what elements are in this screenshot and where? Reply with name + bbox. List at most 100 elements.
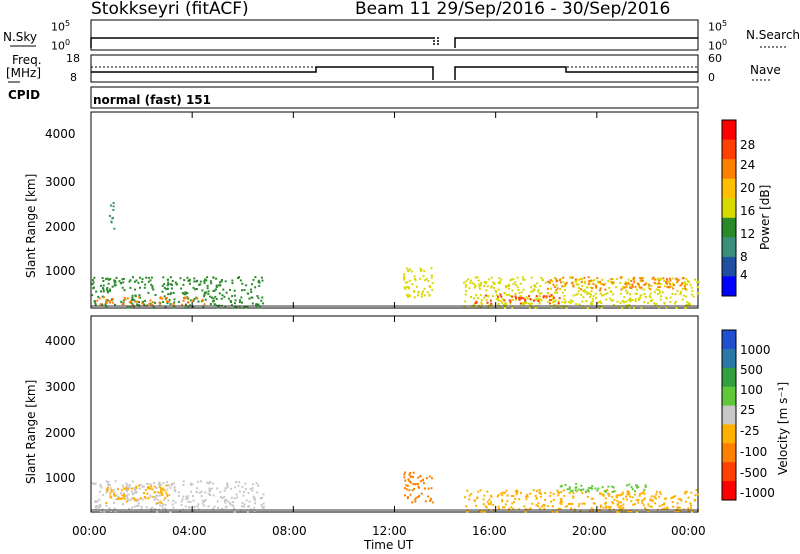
velocity-cell <box>133 505 136 508</box>
velocity-cell <box>109 492 112 495</box>
power-cell <box>415 285 418 288</box>
power-cell <box>174 281 177 284</box>
nsky-tick-top: 105 <box>51 19 71 34</box>
power-cell <box>233 302 236 305</box>
velocity-cell <box>501 506 504 509</box>
power-cell <box>485 299 488 302</box>
power-cell <box>538 300 541 303</box>
power-cell <box>647 287 650 290</box>
power-cell <box>485 289 488 292</box>
power-cell <box>251 296 254 299</box>
velocity-cell <box>514 490 517 493</box>
power-cell <box>499 282 502 285</box>
power-cell <box>522 303 525 306</box>
velocity-cell <box>566 505 569 508</box>
power-cell <box>151 301 154 304</box>
velocity-cell <box>428 499 431 502</box>
velocity-cell <box>505 489 508 492</box>
velocity-cell <box>608 494 611 497</box>
velocity-y-tick-4000: 4000 <box>45 334 76 348</box>
velocity-cell <box>679 498 682 501</box>
velocity-cell <box>159 500 162 503</box>
power-cell <box>93 286 95 289</box>
power-cell <box>187 301 190 304</box>
velocity-cell <box>621 506 624 509</box>
power-cell <box>128 301 131 304</box>
power-cell <box>610 278 613 281</box>
power-cell <box>182 299 185 302</box>
power-cell <box>470 296 472 298</box>
power-cell <box>508 283 511 286</box>
nsearch-tick-top: 105 <box>708 19 728 34</box>
power-cell <box>511 306 514 309</box>
velocity-cell <box>201 502 204 505</box>
velocity-cell <box>96 505 99 508</box>
velocity-cell <box>687 509 690 512</box>
velocity-cell <box>412 471 415 474</box>
power-cell <box>420 295 423 298</box>
power-cell <box>492 286 495 289</box>
power-cell <box>596 280 599 283</box>
velocity-cell <box>534 494 537 497</box>
velocity-cell <box>112 493 115 495</box>
power-cell <box>661 291 664 294</box>
power-cell <box>144 299 147 302</box>
nave-tick-top: 60 <box>708 52 722 65</box>
power-cell <box>627 278 630 281</box>
power-cell <box>526 297 529 300</box>
power-cell <box>154 294 157 296</box>
power-cell <box>536 282 539 285</box>
power-cell <box>554 291 556 294</box>
power-cell <box>148 303 151 306</box>
power-cell <box>572 284 575 287</box>
power-cell <box>501 301 503 304</box>
velocity-cell <box>535 497 538 499</box>
velocity-cell <box>659 492 662 495</box>
power-cell <box>687 302 690 305</box>
velocity-cell <box>511 502 514 505</box>
velocity-cell <box>464 496 467 499</box>
power-cell <box>619 301 622 304</box>
power-cell <box>615 286 618 289</box>
power-cell <box>644 296 647 298</box>
power-cell <box>207 292 210 295</box>
power-cell <box>173 301 176 304</box>
power-cell <box>535 306 538 308</box>
velocity-cell <box>170 483 173 485</box>
velocity-cell <box>152 495 155 498</box>
power-cell <box>106 299 109 302</box>
axis-ticks <box>90 112 699 512</box>
velocity-cell <box>125 490 128 493</box>
power-cell <box>564 288 566 291</box>
velocity-cell <box>262 502 265 505</box>
velocity-cell <box>671 501 674 504</box>
power-cell <box>538 292 541 295</box>
power-cell <box>634 300 637 303</box>
velocity-cell <box>154 497 157 500</box>
power-cell <box>508 293 510 296</box>
power-cell <box>231 304 233 307</box>
velocity-cell <box>599 492 602 495</box>
power-cell <box>675 306 678 309</box>
power-cell <box>238 276 240 279</box>
power-cell <box>640 279 643 282</box>
velocity-cell <box>650 495 653 498</box>
velocity-cell <box>243 503 246 506</box>
power-cell <box>622 285 625 288</box>
power-cell <box>518 298 521 301</box>
velocity-cell <box>242 494 245 497</box>
power-cell <box>575 278 577 281</box>
power-cell <box>694 278 696 281</box>
velocity-cell <box>642 490 645 493</box>
power-cell <box>556 291 559 294</box>
power-cell <box>149 279 152 282</box>
power-cell <box>561 301 564 304</box>
power-cell <box>657 286 660 289</box>
power-cell <box>668 281 671 284</box>
velocity-cell <box>512 507 515 510</box>
velocity-cell <box>177 495 180 497</box>
velocity-cell <box>100 486 103 489</box>
velocity-cell <box>249 488 252 490</box>
power-cell <box>512 278 515 281</box>
